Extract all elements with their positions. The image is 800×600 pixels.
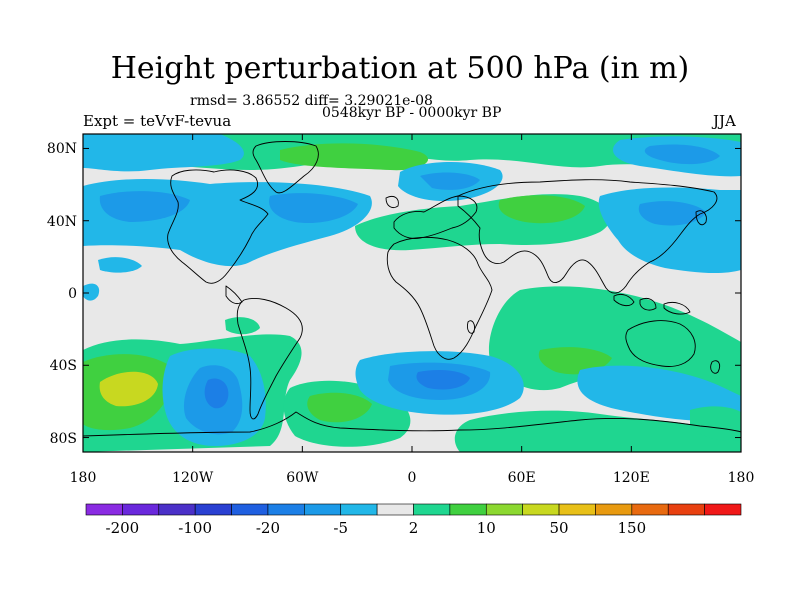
- colorbar-swatch: [158, 503, 196, 516]
- colorbar-swatch: [267, 503, 305, 516]
- anomaly-region: [488, 286, 741, 401]
- colorbar-label: 2: [408, 519, 419, 537]
- axis-ticks: [82, 134, 742, 452]
- colorbar-swatch: [667, 503, 705, 516]
- colorbar-swatch: [449, 503, 487, 516]
- anomaly-region: [644, 144, 720, 165]
- colorbar-swatch: [122, 503, 160, 516]
- experiment-label: Expt = teVvF-tevua: [83, 112, 232, 130]
- colorbar-label: 50: [549, 519, 569, 537]
- colorbar-label: 150: [617, 519, 647, 537]
- anomaly-region: [99, 191, 190, 222]
- lon-tick-label: 120E: [612, 470, 650, 486]
- colorbar-swatch: [704, 503, 742, 516]
- anomaly-region: [498, 195, 585, 224]
- lon-tick-label: 0: [407, 470, 417, 486]
- lon-tick-label: 120W: [172, 470, 214, 486]
- lat-tick-label: 40N: [46, 213, 77, 230]
- colorbar-swatch: [85, 503, 123, 516]
- anomaly-region: [269, 193, 358, 224]
- anomaly-region: [280, 143, 429, 171]
- colorbar-swatch: [485, 503, 523, 516]
- anomaly-region: [690, 406, 741, 442]
- anomaly-region: [598, 187, 741, 274]
- anomaly-region: [416, 370, 470, 390]
- colorbar-swatch: [304, 503, 342, 516]
- anomaly-region: [83, 134, 244, 172]
- colorbar-swatch: [413, 503, 451, 516]
- anomaly-region: [638, 201, 706, 226]
- colorbar-swatch: [595, 503, 633, 516]
- anomaly-region: [98, 257, 142, 273]
- colorbar-swatch: [631, 503, 669, 516]
- period-label: 0548kyr BP - 0000kyr BP: [322, 105, 502, 121]
- colorbar-swatch: [522, 503, 560, 516]
- colorbar-swatch: [340, 503, 378, 516]
- colorbar-swatch: [558, 503, 596, 516]
- season-label: JJA: [713, 112, 736, 130]
- anomaly-region: [454, 410, 741, 452]
- colorbar-label: -200: [105, 519, 140, 537]
- field-layer: [83, 134, 741, 452]
- lon-tick-label: 180: [727, 470, 755, 486]
- anomaly-region: [204, 378, 229, 409]
- colorbar-swatch: [231, 503, 269, 516]
- colorbar: [85, 503, 742, 516]
- colorbar-label: -5: [333, 519, 349, 537]
- lon-tick-label: 60W: [286, 470, 319, 486]
- lon-tick-label: 180: [69, 470, 97, 486]
- colorbar-swatch: [194, 503, 232, 516]
- lon-tick-label: 60E: [507, 470, 536, 486]
- anomaly-region: [307, 392, 372, 423]
- lat-tick-label: 80N: [46, 141, 77, 158]
- anomaly-region: [577, 365, 741, 422]
- lat-tick-label: 80S: [49, 430, 77, 447]
- map-title: Height perturbation at 500 hPa (in m): [110, 51, 690, 86]
- anomaly-region: [225, 317, 260, 335]
- colorbar-label: 10: [476, 519, 496, 537]
- coastlines: [83, 141, 741, 437]
- lat-tick-label: 0: [68, 286, 77, 302]
- anomaly-region: [420, 172, 480, 190]
- rmsd-stats: rmsd= 3.86552 diff= 3.29021e-08: [190, 93, 433, 109]
- anomaly-region: [99, 371, 158, 407]
- lat-tick-label: 40S: [49, 358, 77, 375]
- colorbar-swatch: [376, 503, 414, 516]
- colorbar-label: -20: [255, 519, 281, 537]
- colorbar-label: -100: [178, 519, 212, 537]
- anomaly-region: [83, 283, 100, 301]
